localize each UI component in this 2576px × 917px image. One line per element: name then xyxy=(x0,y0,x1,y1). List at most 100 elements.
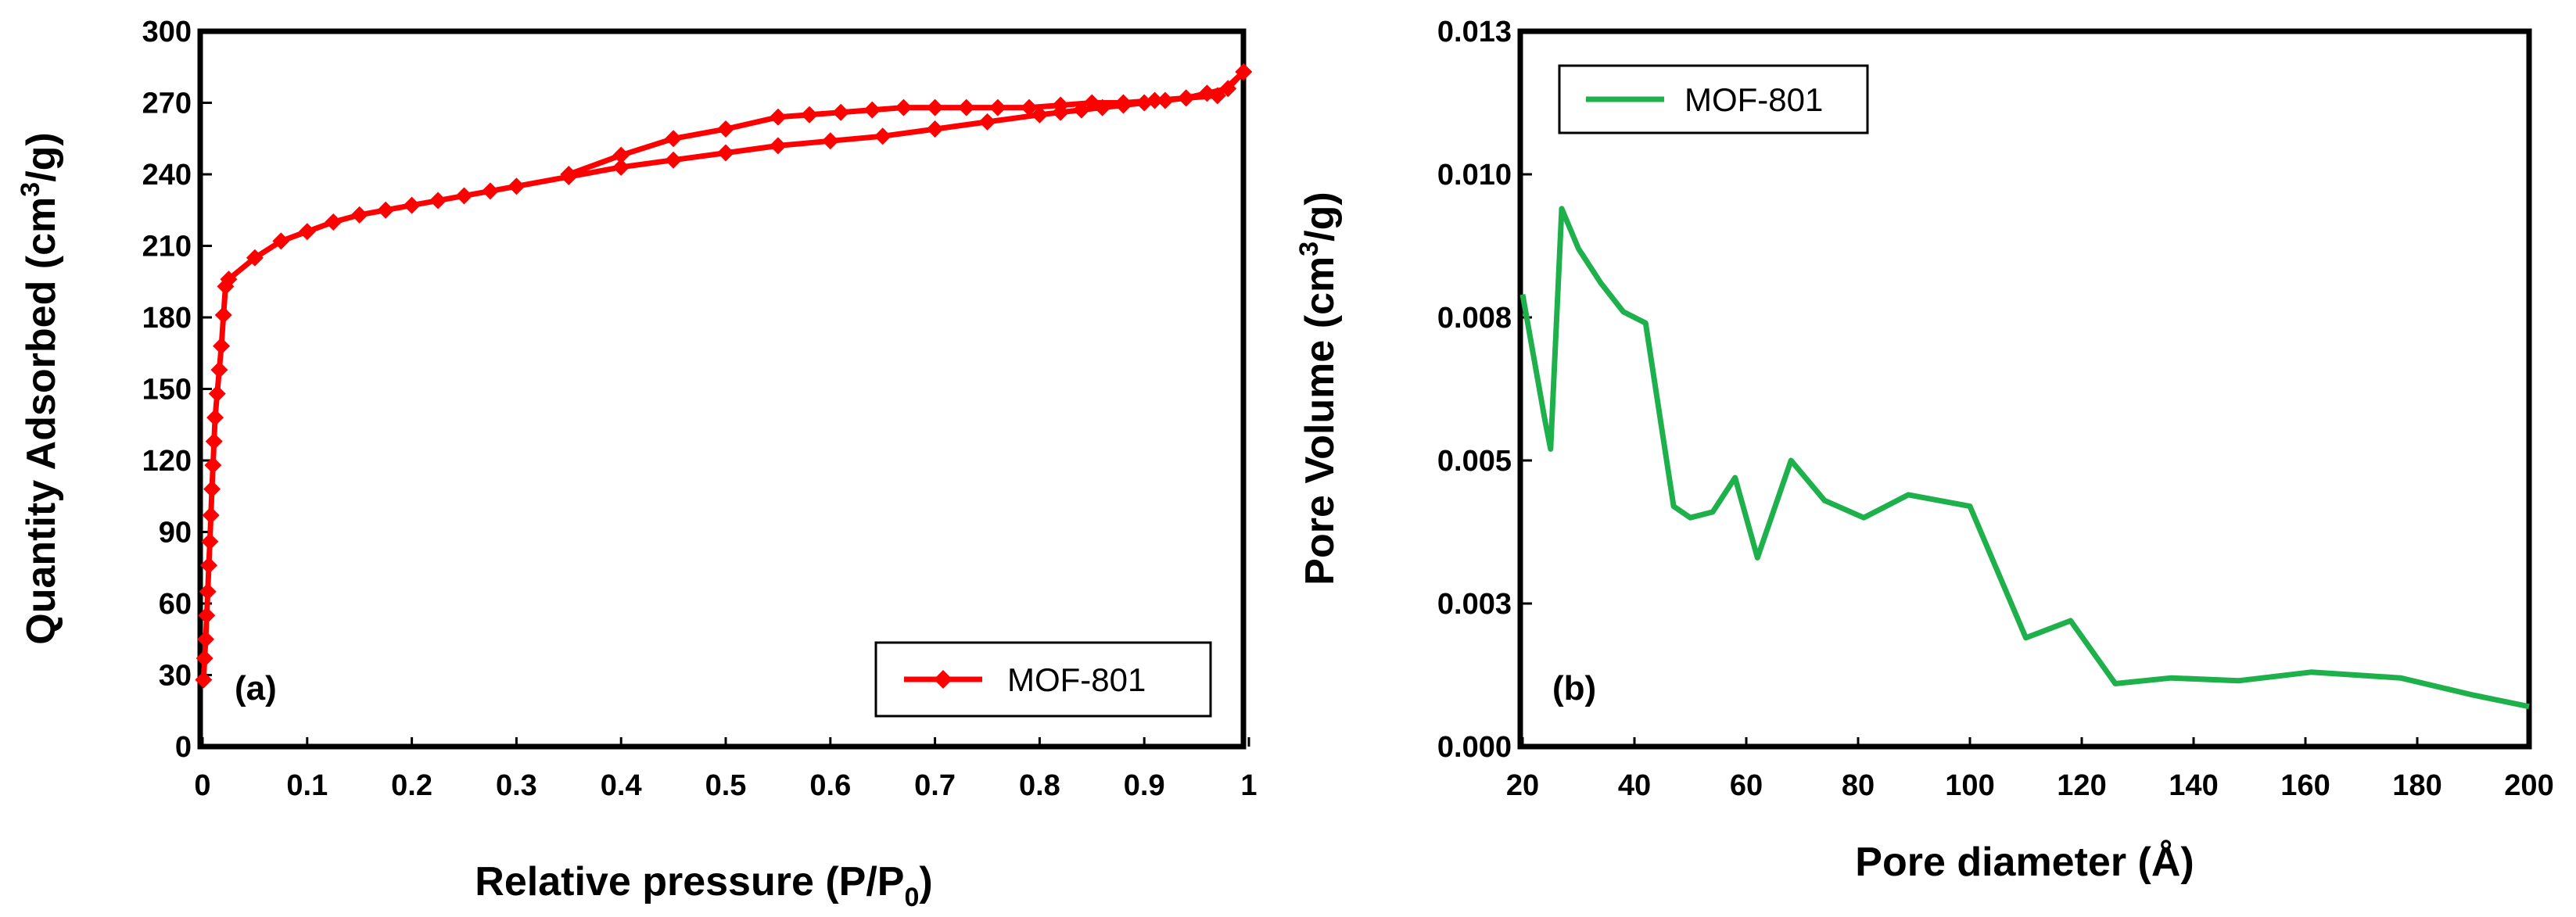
data-point xyxy=(195,671,213,689)
series-line xyxy=(1519,206,2530,710)
data-point xyxy=(1072,101,1090,119)
y-tick-label: 0.003 xyxy=(1437,588,1512,621)
data-point xyxy=(717,144,734,162)
x-tick-label: 0.1 xyxy=(286,769,328,802)
data-point xyxy=(197,630,215,648)
x-tick-label: 0 xyxy=(194,769,210,802)
x-tick-label: 0.3 xyxy=(496,769,537,802)
x-tick-label: 20 xyxy=(1506,769,1539,802)
y-tick-label: 90 xyxy=(159,517,192,550)
data-point xyxy=(560,166,578,183)
y-axis-label-a-sup: 3 xyxy=(16,182,45,197)
x-axis-label-a-main: Relative pressure (P/P xyxy=(475,859,904,904)
data-point xyxy=(769,137,787,155)
data-point xyxy=(1235,63,1253,81)
x-tick-label: 180 xyxy=(2392,769,2441,802)
x-tick-label: 60 xyxy=(1730,769,1763,802)
x-tick-label: 1 xyxy=(1240,769,1257,802)
x-axis-label-a-end: ) xyxy=(919,859,932,904)
x-tick-label: 80 xyxy=(1842,769,1875,802)
legend-label-b: MOF-801 xyxy=(1684,81,1823,118)
data-point xyxy=(1208,87,1226,105)
y-tick-label: 0.010 xyxy=(1437,159,1512,192)
y-tick-label: 0.005 xyxy=(1437,445,1512,478)
data-point xyxy=(201,532,219,550)
legend-a: MOF-801 xyxy=(874,641,1212,718)
data-point xyxy=(988,99,1006,116)
data-point xyxy=(926,120,944,138)
x-tick-label: 40 xyxy=(1618,769,1651,802)
data-point xyxy=(298,223,316,241)
panel-label-a: (a) xyxy=(235,669,277,707)
x-tick-label: 0.7 xyxy=(914,769,956,802)
data-point xyxy=(801,106,819,124)
data-point xyxy=(821,132,839,150)
data-point xyxy=(874,127,892,145)
data-point xyxy=(612,146,630,164)
series-line xyxy=(200,69,1247,680)
y-tick-label: 0.000 xyxy=(1437,731,1512,764)
y-axis-label-a: Quantity Adsorbed (cm3/g) xyxy=(16,132,64,644)
data-point xyxy=(246,249,264,267)
y-axis-label-a-end: /g) xyxy=(19,132,64,182)
plot-frame-a xyxy=(197,28,1247,750)
x-axis-ticks-b: 20 40 60 80 100 120 140 160 180 200 xyxy=(1506,737,2554,802)
data-point xyxy=(1114,94,1132,112)
x-axis-label-a-sub: 0 xyxy=(904,883,919,912)
data-point xyxy=(350,206,368,224)
x-tick-label: 0.8 xyxy=(1019,769,1060,802)
data-point xyxy=(206,409,224,427)
x-axis-label-a: Relative pressure (P/P0) xyxy=(475,859,932,912)
data-point xyxy=(198,607,216,625)
x-tick-label: 160 xyxy=(2280,769,2330,802)
data-point xyxy=(769,108,787,126)
data-point xyxy=(863,101,881,119)
data-point xyxy=(213,337,231,355)
data-point xyxy=(203,480,221,498)
y-tick-label: 210 xyxy=(142,231,192,263)
data-point xyxy=(665,151,683,169)
legend-label-a: MOF-801 xyxy=(1007,661,1146,698)
data-point xyxy=(717,120,734,138)
panel-label-b: (b) xyxy=(1552,669,1596,707)
data-point xyxy=(1052,96,1070,114)
data-point xyxy=(1177,89,1195,107)
chart-panel-b: 0.000 0.003 0.005 0.008 0.010 0.013 20 40 60 80 1… xyxy=(1294,16,2554,885)
y-axis-label-a-main: Quantity Adsorbed (cm xyxy=(19,197,64,645)
y-tick-label: 300 xyxy=(142,16,192,48)
data-point xyxy=(429,192,447,210)
data-point xyxy=(377,201,395,219)
data-point xyxy=(200,557,218,575)
y-axis-label-b-main: Pore Volume (cm xyxy=(1297,256,1343,586)
data-point xyxy=(202,507,220,525)
data-point xyxy=(205,432,223,450)
data-point xyxy=(1156,91,1174,109)
y-tick-label: 240 xyxy=(142,159,192,192)
y-tick-label: 30 xyxy=(159,660,192,693)
data-point xyxy=(1083,94,1101,112)
x-tick-label: 100 xyxy=(1945,769,1994,802)
y-tick-label: 180 xyxy=(142,302,192,335)
data-point xyxy=(481,182,499,200)
series-group-a xyxy=(195,63,1253,689)
plot-frame-b xyxy=(1517,28,2532,750)
data-point xyxy=(204,457,222,475)
data-point xyxy=(508,177,526,195)
data-point xyxy=(272,232,290,250)
x-tick-label: 0.2 xyxy=(391,769,432,802)
data-point xyxy=(208,385,226,403)
y-tick-label: 60 xyxy=(159,588,192,621)
y-axis-ticks-b: 0.000 0.003 0.005 0.008 0.010 0.013 xyxy=(1437,16,1532,764)
data-point xyxy=(199,582,217,600)
series-group-b xyxy=(1519,206,2530,710)
y-tick-label: 150 xyxy=(142,374,192,407)
data-point xyxy=(926,99,944,116)
x-axis-ticks-a: 0 0.1 0.2 0.3 0.4 0.5 0.6 0.7 0.8 0.9 1 xyxy=(194,737,1258,802)
data-point xyxy=(455,187,473,205)
data-point xyxy=(210,361,228,379)
legend-swatch-marker-a xyxy=(934,670,953,689)
data-point xyxy=(214,306,232,324)
data-point xyxy=(665,130,683,148)
y-axis-label-b: Pore Volume (cm3/g) xyxy=(1294,192,1343,585)
